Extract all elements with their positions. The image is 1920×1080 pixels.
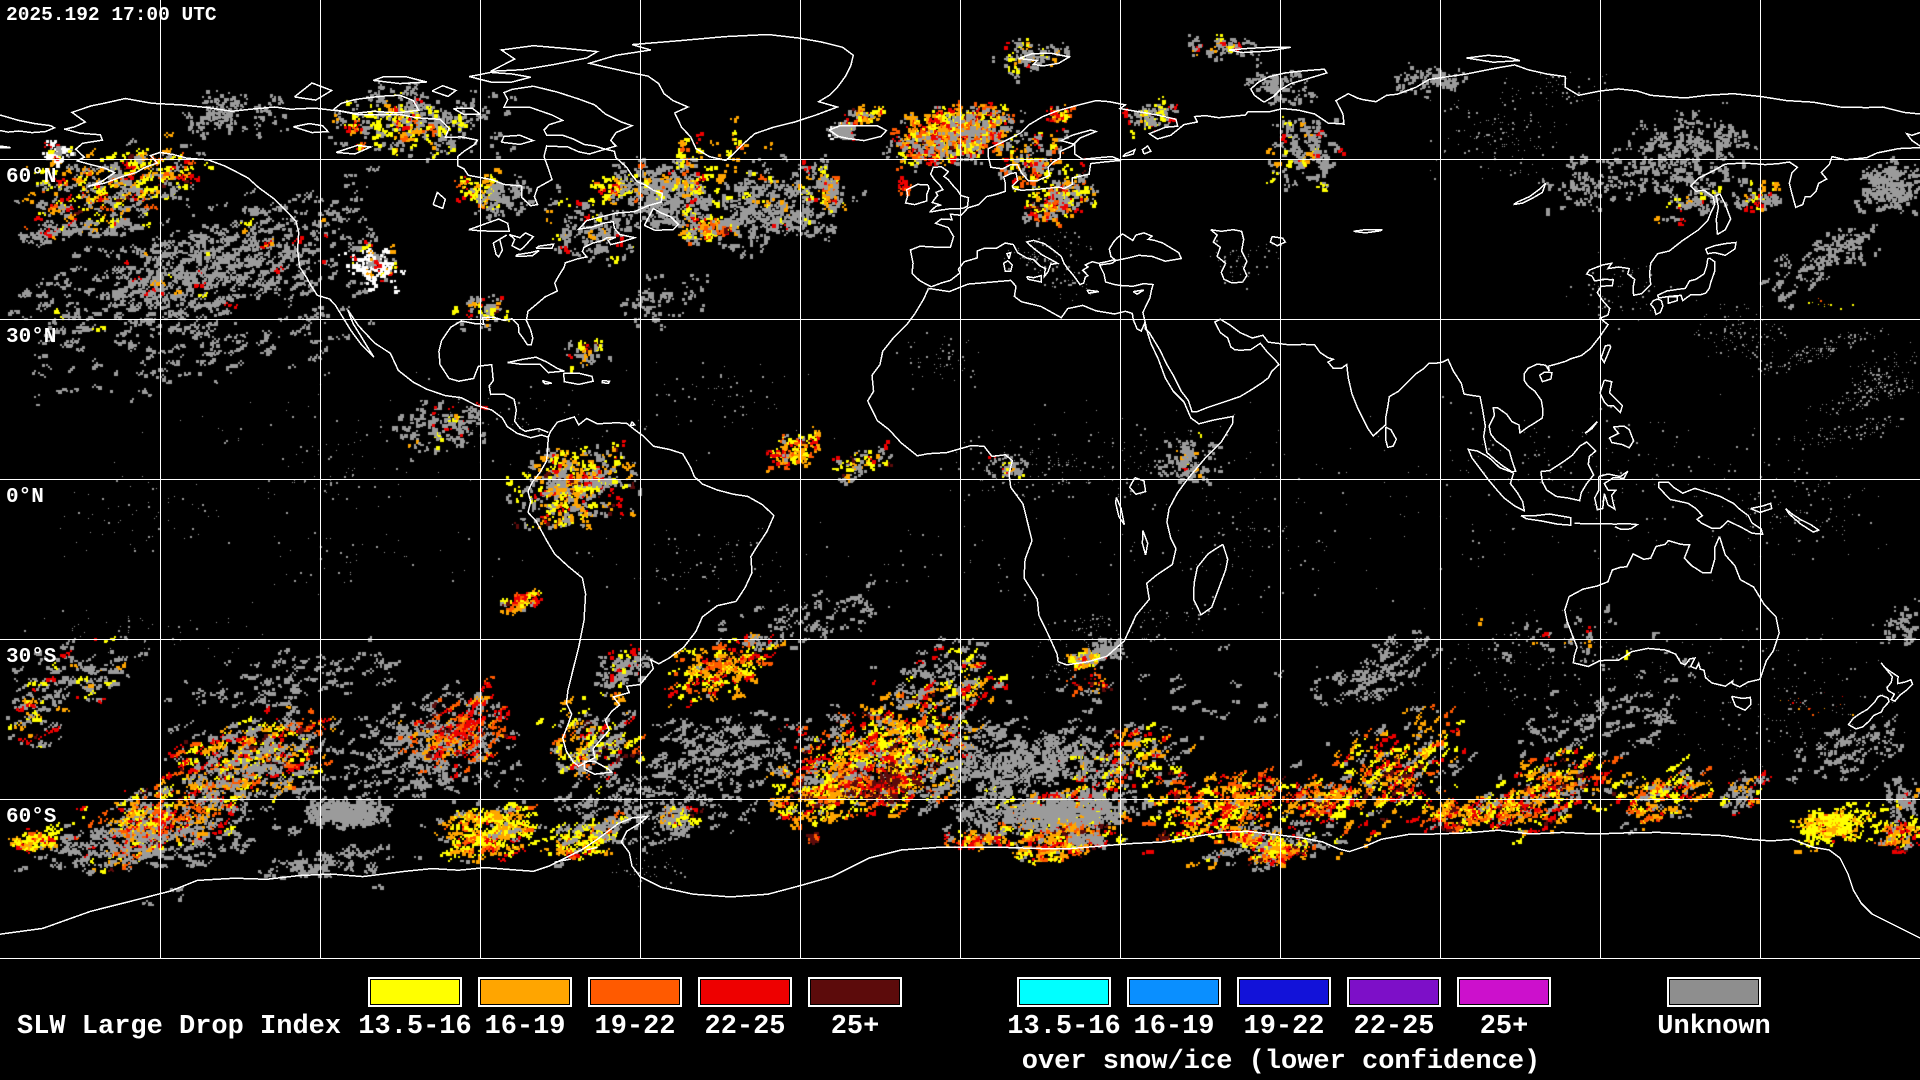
svg-text:30°N: 30°N: [6, 326, 56, 349]
svg-text:30°S: 30°S: [6, 646, 56, 669]
svg-text:60°S: 60°S: [6, 806, 56, 829]
svg-text:0°N: 0°N: [6, 486, 44, 509]
svg-text:60°N: 60°N: [6, 166, 56, 189]
